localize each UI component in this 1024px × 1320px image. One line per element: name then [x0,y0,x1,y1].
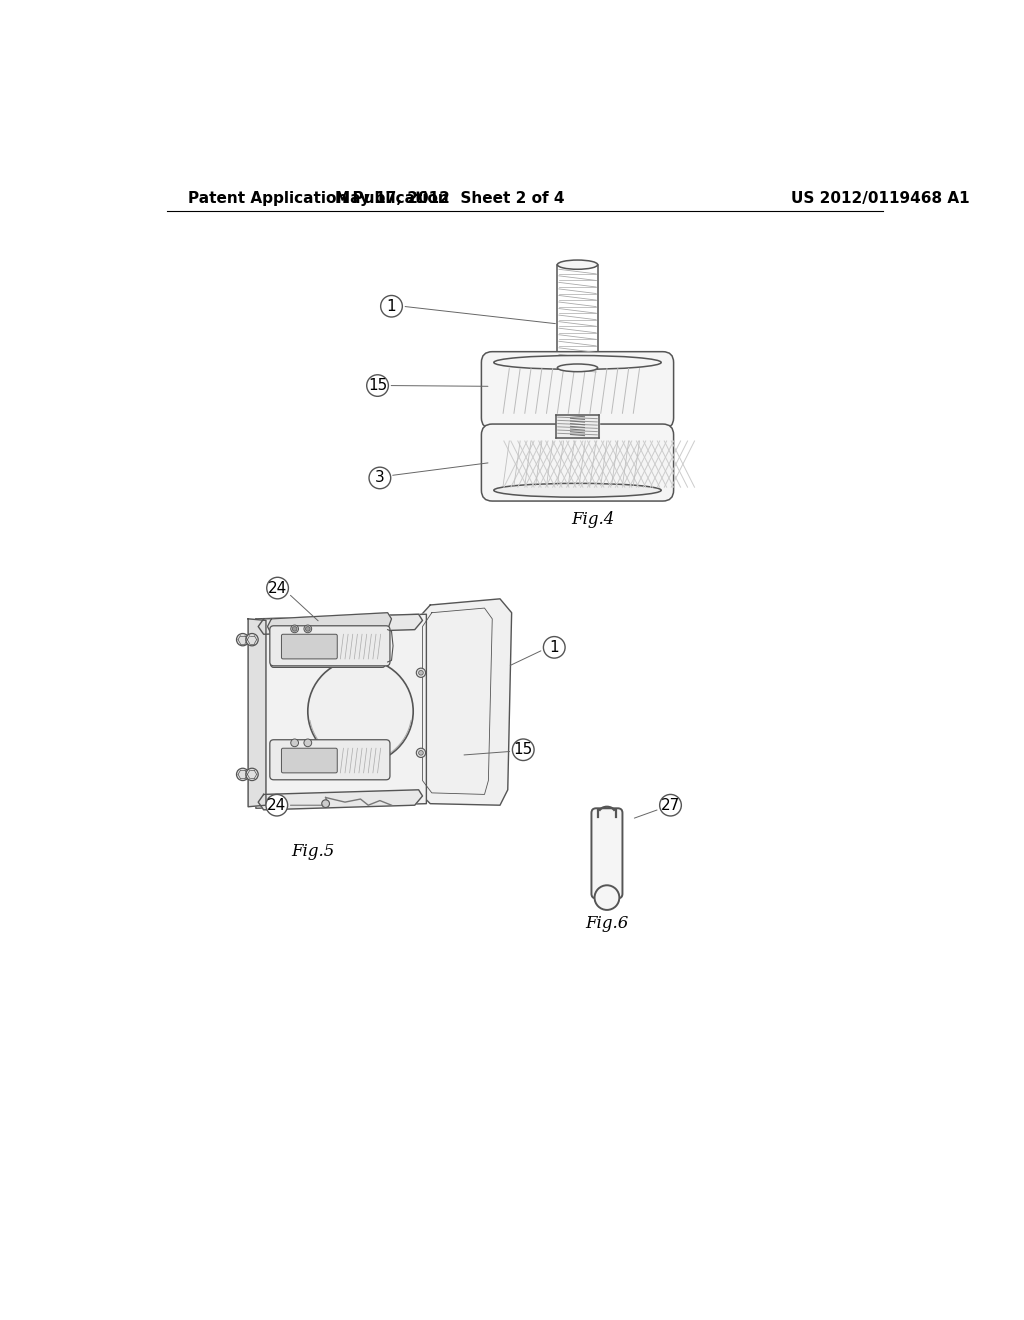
Ellipse shape [494,355,662,370]
Text: Fig.6: Fig.6 [586,915,629,932]
Circle shape [246,634,258,645]
Ellipse shape [557,364,598,372]
Text: 15: 15 [368,378,387,393]
Text: 27: 27 [660,797,680,813]
Circle shape [304,739,311,747]
Circle shape [544,636,565,659]
Circle shape [266,795,288,816]
Circle shape [246,768,258,780]
Polygon shape [256,614,426,808]
Text: 24: 24 [268,581,287,595]
Circle shape [417,748,426,758]
Circle shape [595,886,620,909]
Circle shape [419,671,423,675]
Circle shape [237,768,249,780]
Circle shape [419,751,423,755]
Ellipse shape [494,483,662,498]
FancyBboxPatch shape [481,424,674,502]
FancyBboxPatch shape [592,808,623,899]
Circle shape [291,626,299,632]
Text: Patent Application Publication: Patent Application Publication [188,191,450,206]
Text: 1: 1 [550,640,559,655]
Polygon shape [267,612,391,635]
Circle shape [292,627,297,631]
FancyBboxPatch shape [270,627,385,668]
Polygon shape [248,619,266,807]
Text: Fig.4: Fig.4 [571,511,614,528]
Text: 24: 24 [267,797,287,813]
Circle shape [237,634,249,645]
Circle shape [512,739,535,760]
Polygon shape [258,789,423,810]
FancyBboxPatch shape [270,626,390,665]
Text: US 2012/0119468 A1: US 2012/0119468 A1 [791,191,970,206]
Circle shape [266,577,289,599]
Polygon shape [556,414,599,438]
Polygon shape [417,599,512,805]
Circle shape [369,467,391,488]
Circle shape [381,296,402,317]
Circle shape [305,627,310,631]
Text: 3: 3 [375,470,385,486]
FancyBboxPatch shape [282,635,337,659]
Circle shape [417,668,426,677]
Circle shape [322,800,330,808]
Circle shape [367,375,388,396]
Polygon shape [258,614,423,635]
Circle shape [659,795,681,816]
Circle shape [308,659,414,763]
FancyBboxPatch shape [481,351,674,429]
Text: 1: 1 [387,298,396,314]
Text: 15: 15 [514,742,532,758]
Ellipse shape [557,260,598,269]
Circle shape [291,739,299,747]
Text: Fig.5: Fig.5 [291,843,334,859]
Text: May 17, 2012  Sheet 2 of 4: May 17, 2012 Sheet 2 of 4 [335,191,564,206]
FancyBboxPatch shape [270,739,390,780]
FancyBboxPatch shape [282,748,337,774]
Circle shape [304,626,311,632]
